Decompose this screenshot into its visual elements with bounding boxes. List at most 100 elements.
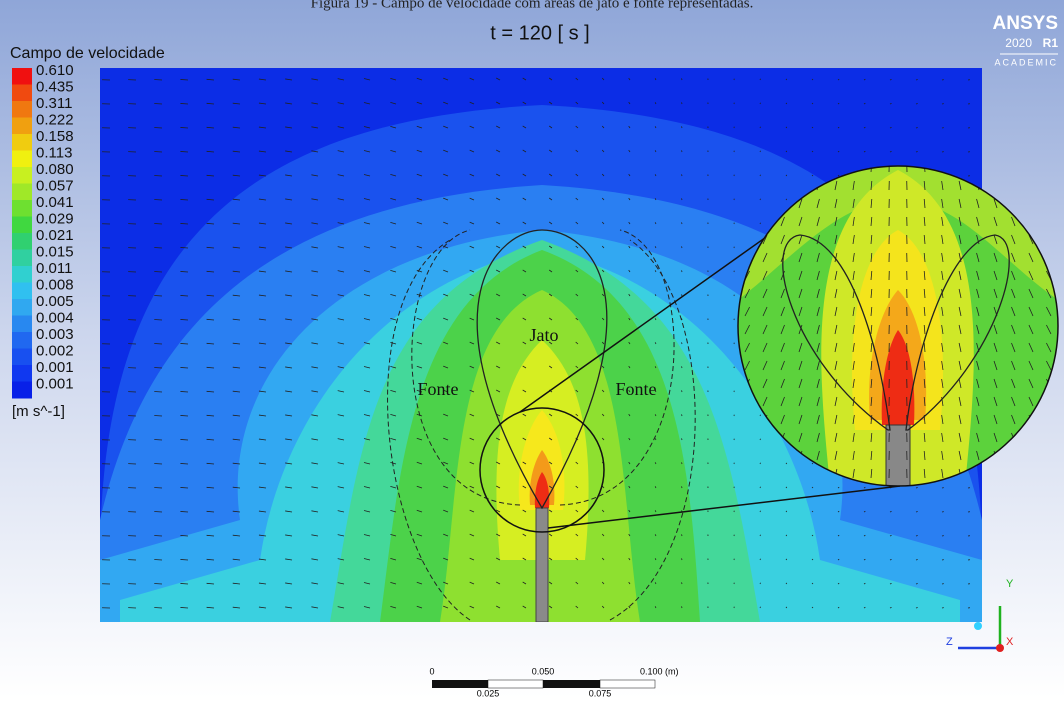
- colorbar-swatch: [12, 349, 32, 366]
- arrow: [890, 511, 892, 512]
- arrow: [890, 127, 892, 128]
- arrow: [916, 127, 918, 128]
- colorbar-swatch: [12, 200, 32, 217]
- arrow: [760, 199, 761, 200]
- arrow: [760, 583, 761, 584]
- logo-brand: ANSYS: [993, 13, 1058, 34]
- arrow: [890, 535, 892, 536]
- arrow: [760, 463, 761, 464]
- scale-label: 0.075: [589, 688, 612, 698]
- arrow: [760, 511, 761, 512]
- scale-label: 0: [429, 666, 434, 676]
- colorbar-swatch: [12, 184, 32, 201]
- arrow: [890, 151, 892, 152]
- source-label: Fonte: [615, 379, 656, 399]
- arrow: [760, 439, 761, 440]
- legend-label: 0.057: [36, 177, 74, 194]
- figure: Figura 19 - Campo de velocidade com área…: [0, 0, 1064, 698]
- legend-label: 0.005: [36, 293, 74, 310]
- source-label: Fonte: [417, 379, 458, 399]
- scale-seg: [600, 680, 655, 688]
- arrow: [760, 127, 761, 128]
- colorbar-swatch: [12, 382, 32, 399]
- colorbar-swatch: [12, 283, 32, 300]
- colorbar-swatch: [12, 167, 32, 184]
- colorbar-swatch: [12, 266, 32, 283]
- arrow: [890, 103, 892, 104]
- logo-version: 2020: [1005, 36, 1032, 50]
- colorbar-swatch: [12, 250, 32, 267]
- arrow: [760, 559, 761, 560]
- legend-label: 0.003: [36, 326, 74, 343]
- colorbar: 0.6100.4350.3110.2220.1580.1130.0800.057…: [12, 62, 74, 399]
- legend-label: 0.113: [36, 144, 72, 161]
- arrow: [916, 79, 918, 80]
- legend-label: 0.015: [36, 243, 74, 260]
- legend-label: 0.001: [36, 375, 74, 392]
- legend-label: 0.222: [36, 111, 74, 128]
- arrow: [916, 487, 918, 488]
- arrow: [916, 103, 918, 104]
- arrow: [760, 151, 761, 152]
- colorbar-swatch: [12, 118, 32, 135]
- legend-label: 0.001: [36, 359, 74, 376]
- view-point: [974, 622, 982, 630]
- jet-label: Jato: [530, 325, 559, 345]
- arrow: [760, 79, 761, 80]
- colorbar-swatch: [12, 68, 32, 85]
- legend-label: 0.021: [36, 227, 74, 244]
- arrow: [760, 223, 761, 224]
- arrow: [916, 511, 918, 512]
- colorbar-swatch: [12, 134, 32, 151]
- colorbar-swatch: [12, 85, 32, 102]
- arrow: [890, 559, 892, 560]
- arrow: [760, 535, 761, 536]
- jet-pipe: [886, 425, 910, 495]
- legend-label: 0.008: [36, 276, 74, 293]
- axis-x: [996, 644, 1004, 652]
- axis-label: Y: [1006, 578, 1014, 590]
- scale-label: 0.025: [477, 688, 500, 698]
- colorbar-swatch: [12, 233, 32, 250]
- colorbar-swatch: [12, 101, 32, 118]
- legend-title: Campo de velocidade: [10, 45, 165, 62]
- scale-label: 0.100 (m): [640, 666, 679, 676]
- legend-units: [m s^-1]: [12, 403, 65, 420]
- scale-label: 0.050: [532, 666, 555, 676]
- legend-label: 0.311: [36, 95, 72, 112]
- arrow: [890, 79, 892, 80]
- legend-label: 0.011: [36, 260, 72, 277]
- colorbar-swatch: [12, 316, 32, 333]
- logo-release: R1: [1043, 36, 1059, 50]
- legend-label: 0.002: [36, 342, 74, 359]
- legend-label: 0.610: [36, 62, 74, 79]
- arrow: [760, 607, 761, 608]
- scale-seg: [432, 680, 488, 688]
- arrow: [916, 535, 918, 536]
- arrow: [890, 607, 892, 608]
- legend-label: 0.041: [36, 194, 74, 211]
- legend-label: 0.158: [36, 128, 74, 145]
- scale-seg: [488, 680, 543, 688]
- colorbar-swatch: [12, 365, 32, 382]
- scale-seg: [543, 680, 600, 688]
- time-title: t = 120 [ s ]: [490, 22, 590, 44]
- arrow: [916, 583, 918, 584]
- arrow: [760, 175, 761, 176]
- arrow: [916, 607, 918, 608]
- caption: Figura 19 - Campo de velocidade com área…: [311, 0, 754, 11]
- arrow: [890, 583, 892, 584]
- arrow: [916, 151, 918, 152]
- legend-label: 0.004: [36, 309, 74, 326]
- logo-edition: ACADEMIC: [994, 57, 1058, 67]
- colorbar-swatch: [12, 151, 32, 168]
- legend-label: 0.080: [36, 161, 74, 178]
- colorbar-swatch: [12, 217, 32, 234]
- arrow: [916, 559, 918, 560]
- colorbar-swatch: [12, 332, 32, 349]
- arrow: [760, 487, 761, 488]
- axis-label: X: [1006, 636, 1014, 648]
- arrow: [760, 103, 761, 104]
- legend-label: 0.435: [36, 78, 74, 95]
- jet-pipe: [536, 508, 548, 622]
